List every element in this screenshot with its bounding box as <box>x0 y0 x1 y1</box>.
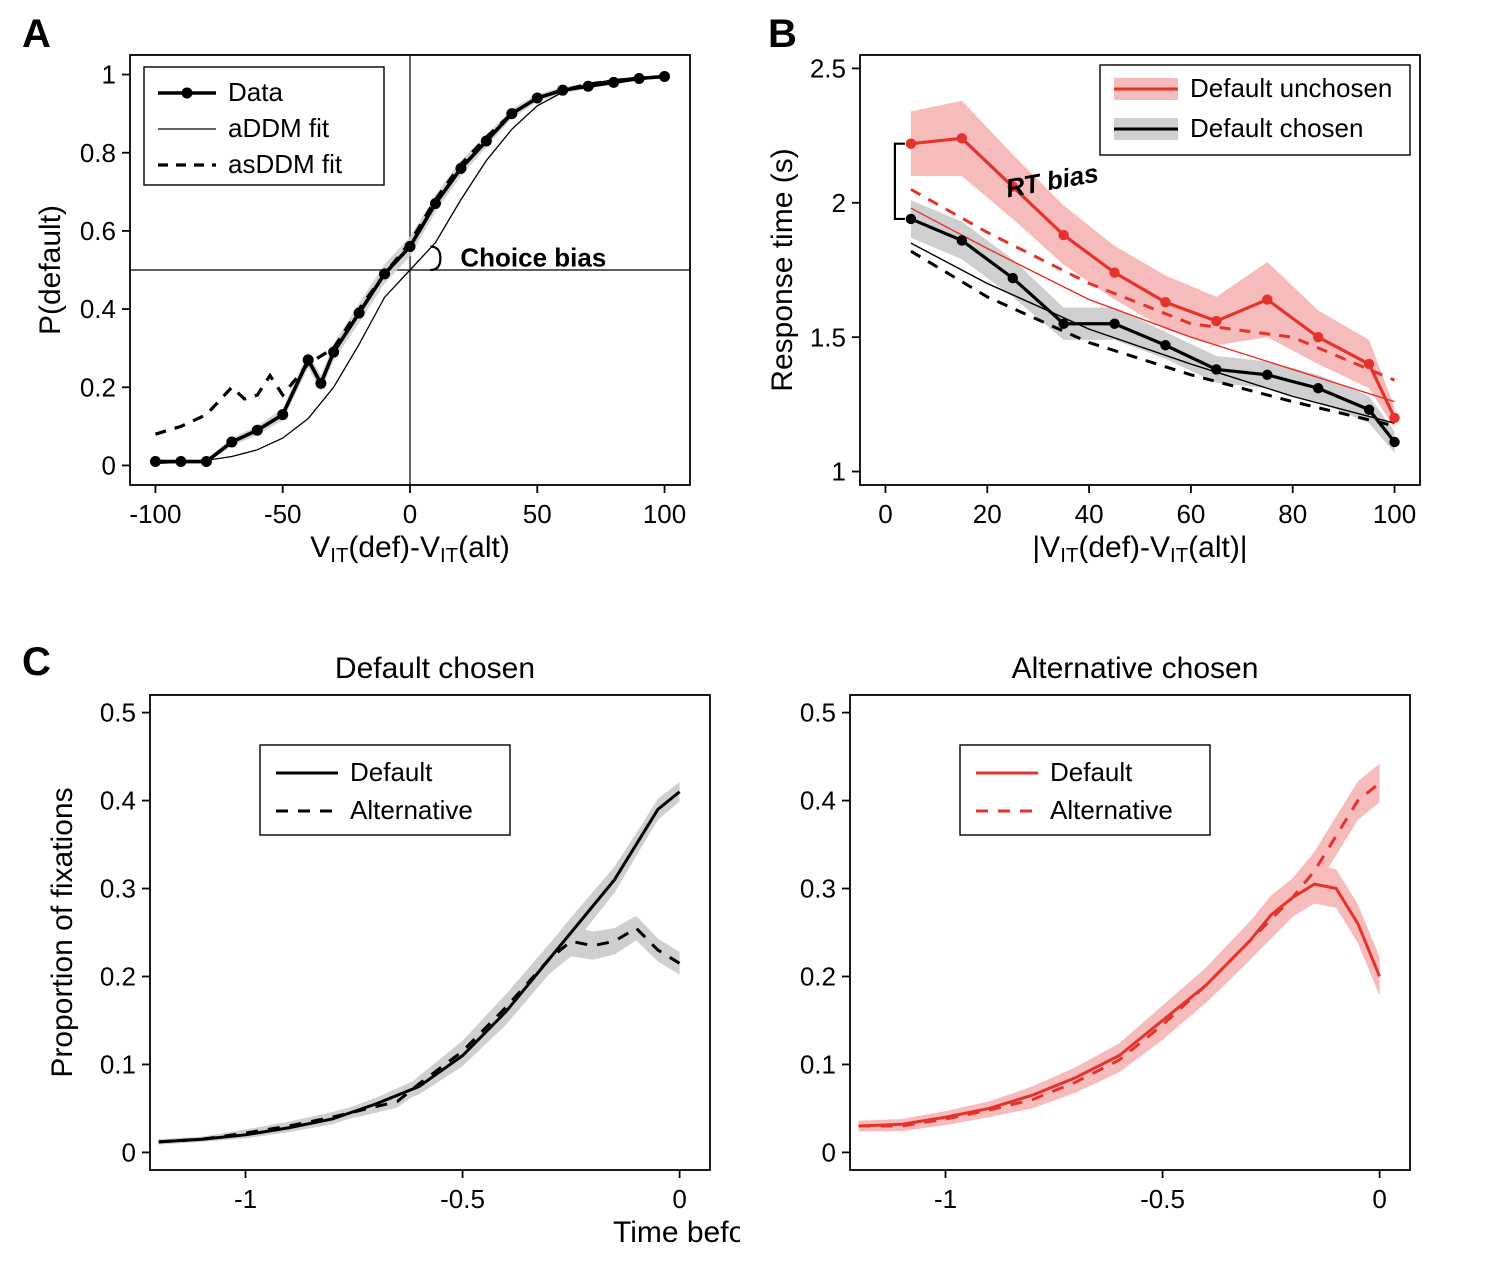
svg-text:0.6: 0.6 <box>80 216 116 246</box>
svg-text:-1: -1 <box>934 1184 957 1214</box>
svg-text:P(default): P(default) <box>34 205 67 335</box>
svg-text:-50: -50 <box>264 499 302 529</box>
svg-text:Response time (s): Response time (s) <box>766 148 799 391</box>
svg-text:-1: -1 <box>234 1184 257 1214</box>
figure: A B C Default chosen Alternative chosen … <box>0 0 1500 1274</box>
svg-text:0.5: 0.5 <box>800 698 836 728</box>
svg-text:Alternative: Alternative <box>1050 795 1173 825</box>
svg-text:Alternative: Alternative <box>350 795 473 825</box>
chart-a: -100 -50 0 50 100 0 0.2 0.4 0.6 0.8 1 Choice bias Da… <box>30 35 710 575</box>
chart-c-right: -1 -0.5 0 0 0.1 0.2 0.3 0.4 0.5 Default Alternativ… <box>740 675 1440 1260</box>
svg-text:40: 40 <box>1075 499 1104 529</box>
svg-text:0.3: 0.3 <box>800 874 836 904</box>
svg-text:100: 100 <box>643 499 686 529</box>
svg-text:1.5: 1.5 <box>810 322 846 352</box>
svg-text:0.2: 0.2 <box>100 962 136 992</box>
svg-text:0.4: 0.4 <box>80 294 116 324</box>
svg-text:VIT(def)-VIT(alt): VIT(def)-VIT(alt) <box>310 531 510 567</box>
chart-b: 02040608010011.522.5RT biasDefault uncho… <box>760 35 1450 575</box>
svg-text:0.2: 0.2 <box>800 962 836 992</box>
svg-text:0: 0 <box>102 451 116 481</box>
svg-text:Choice bias: Choice bias <box>460 242 606 272</box>
svg-text:Proportion of fixations: Proportion of fixations <box>46 787 79 1077</box>
svg-text:Time before response (s): Time before response (s) <box>613 1216 740 1249</box>
svg-text:0: 0 <box>672 1184 686 1214</box>
svg-text:2.5: 2.5 <box>810 54 846 84</box>
svg-text:0.8: 0.8 <box>80 138 116 168</box>
svg-text:Default chosen: Default chosen <box>1190 113 1363 143</box>
svg-text:0: 0 <box>822 1138 836 1168</box>
svg-text:0.5: 0.5 <box>100 698 136 728</box>
svg-text:-0.5: -0.5 <box>1140 1184 1185 1214</box>
svg-text:Default unchosen: Default unchosen <box>1190 73 1392 103</box>
svg-text:-100: -100 <box>129 499 181 529</box>
svg-text:1: 1 <box>102 60 116 90</box>
svg-text:50: 50 <box>523 499 552 529</box>
svg-text:0.4: 0.4 <box>100 786 136 816</box>
svg-text:0: 0 <box>1372 1184 1386 1214</box>
svg-text:0: 0 <box>403 499 417 529</box>
svg-text:aDDM fit: aDDM fit <box>228 113 330 143</box>
svg-text:0.1: 0.1 <box>800 1050 836 1080</box>
svg-text:0.1: 0.1 <box>100 1050 136 1080</box>
svg-text:2: 2 <box>832 188 846 218</box>
svg-text:0.4: 0.4 <box>800 786 836 816</box>
svg-text:0: 0 <box>878 499 892 529</box>
svg-text:0.2: 0.2 <box>80 372 116 402</box>
svg-text:-0.5: -0.5 <box>440 1184 485 1214</box>
svg-text:Default: Default <box>1050 757 1133 787</box>
svg-text:asDDM fit: asDDM fit <box>228 149 343 179</box>
chart-c-left: -1 -0.5 0 0 0.1 0.2 0.3 0.4 0.5 Default Alternativ… <box>40 675 740 1260</box>
svg-text:0: 0 <box>122 1138 136 1168</box>
svg-text:|VIT(def)-VIT(alt)|: |VIT(def)-VIT(alt)| <box>1032 531 1247 567</box>
svg-text:100: 100 <box>1373 499 1416 529</box>
svg-text:60: 60 <box>1176 499 1205 529</box>
svg-text:Data: Data <box>228 77 283 107</box>
svg-text:80: 80 <box>1278 499 1307 529</box>
svg-text:0.3: 0.3 <box>100 874 136 904</box>
svg-text:Default: Default <box>350 757 433 787</box>
svg-text:20: 20 <box>973 499 1002 529</box>
svg-text:1: 1 <box>832 457 846 487</box>
